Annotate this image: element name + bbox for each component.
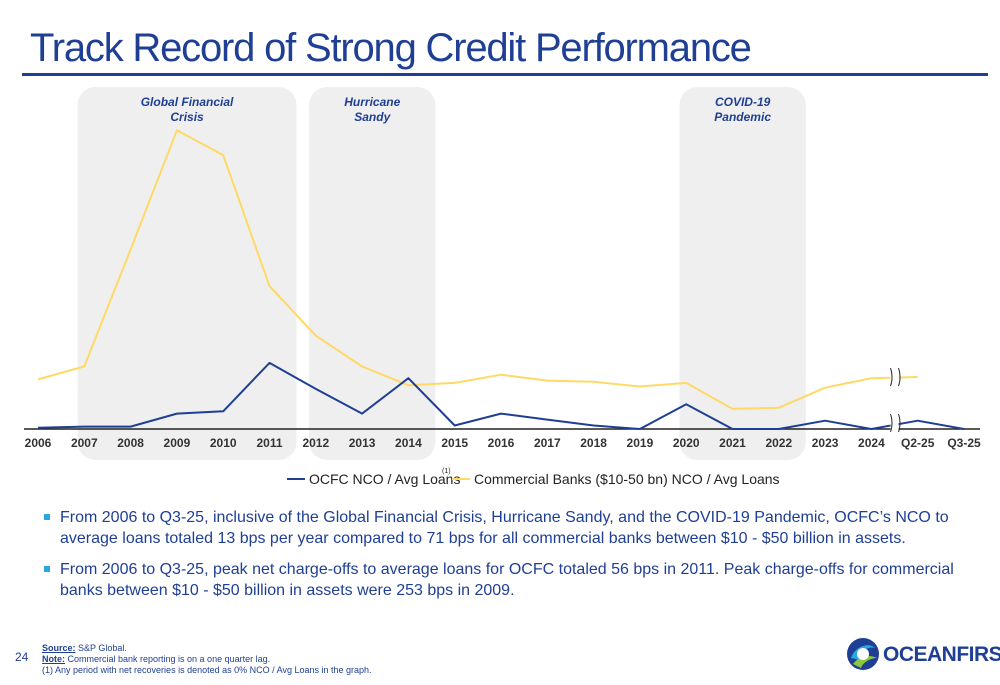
axis-break <box>890 367 901 433</box>
highlight-band <box>309 87 436 460</box>
source-line: Source: S&P Global. <box>42 643 372 654</box>
highlight-band <box>77 87 297 460</box>
axis-break-gap <box>890 368 899 387</box>
x-tick-labels: 2006 2007 2008 2009 2010 2011 2012 2013 2014 2015… <box>25 436 981 450</box>
x-tick-label: 2022 <box>765 436 792 450</box>
note-text: Commercial bank reporting is on a one qu… <box>65 654 271 664</box>
x-tick-label: 2011 <box>256 436 282 450</box>
band-label: Hurricane <box>344 95 400 109</box>
x-tick-label: 2020 <box>673 436 700 450</box>
oceanfirst-logo: OCEANFIRST <box>845 634 1000 674</box>
x-tick-label: 2015 <box>441 436 468 450</box>
x-tick-label: 2024 <box>858 436 885 450</box>
bullet-text: From 2006 to Q3-25, inclusive of the Glo… <box>60 509 949 547</box>
axis-break-gap <box>890 414 899 432</box>
x-tick-label: 2014 <box>395 436 422 450</box>
chart-legend: OCFC NCO / Avg Loans(1) Commercial Banks … <box>287 468 780 487</box>
square-bullet-icon <box>44 566 50 572</box>
footnote-1: (1) Any period with net recoveries is de… <box>42 665 372 675</box>
axis-break-mark <box>898 367 901 387</box>
x-tick-label: 2012 <box>302 436 329 450</box>
x-tick-label: 2018 <box>580 436 607 450</box>
band-label: COVID-19 <box>715 95 771 109</box>
page-number: 24 <box>15 650 29 664</box>
note-line: Note: Commercial bank reporting is on a … <box>42 654 372 665</box>
x-tick-label: Q2-25 <box>901 436 935 450</box>
x-tick-label: 2021 <box>719 436 746 450</box>
commercial-banks-nco-line <box>37 129 918 410</box>
bullet-list: From 2006 to Q3-25, inclusive of the Glo… <box>42 507 972 611</box>
wave-logo-icon <box>847 638 879 670</box>
footnotes: Source: S&P Global. Note: Commercial ban… <box>42 643 372 676</box>
band-label: Crisis <box>170 110 204 124</box>
band-label: Global Financial <box>141 95 234 109</box>
x-tick-label: 2016 <box>488 436 515 450</box>
bullet-item: From 2006 to Q3-25, inclusive of the Glo… <box>42 507 972 549</box>
x-tick-label: 2019 <box>627 436 654 450</box>
highlight-band <box>679 87 806 460</box>
axis-break-mark <box>890 367 893 387</box>
series-lines <box>37 129 965 430</box>
legend-superscript: (1) <box>442 468 451 475</box>
page-title: Track Record of Strong Credit Performanc… <box>30 26 752 70</box>
x-tick-label: 2007 <box>71 436 98 450</box>
square-bullet-icon <box>44 514 50 520</box>
source-text: S&P Global. <box>75 643 127 653</box>
axis-break-mark <box>898 413 901 433</box>
legend-label-ocfc: OCFC NCO / Avg Loans <box>309 471 460 487</box>
band-label: Pandemic <box>714 110 771 124</box>
source-label: Source: <box>42 643 76 653</box>
x-tick-label: Q3-25 <box>947 436 981 450</box>
x-tick-label: 2006 <box>25 436 52 450</box>
axis-break-mark <box>890 413 893 433</box>
note-label: Note: <box>42 654 65 664</box>
x-tick-label: 2017 <box>534 436 561 450</box>
x-tick-label: 2008 <box>117 436 144 450</box>
bullet-text: From 2006 to Q3-25, peak net charge-offs… <box>60 561 954 599</box>
x-tick-label: 2010 <box>210 436 237 450</box>
logo-wordmark: OCEANFIRST <box>883 643 1000 666</box>
ocfc-nco-line <box>37 361 965 430</box>
x-tick-label: 2013 <box>349 436 376 450</box>
band-label: Sandy <box>354 110 391 124</box>
legend-label-commercial-banks: Commercial Banks ($10-50 bn) NCO / Avg L… <box>474 471 780 487</box>
bullet-item: From 2006 to Q3-25, peak net charge-offs… <box>42 559 972 601</box>
title-rule <box>22 73 988 76</box>
x-tick-label: 2023 <box>812 436 839 450</box>
x-tick-label: 2009 <box>164 436 191 450</box>
